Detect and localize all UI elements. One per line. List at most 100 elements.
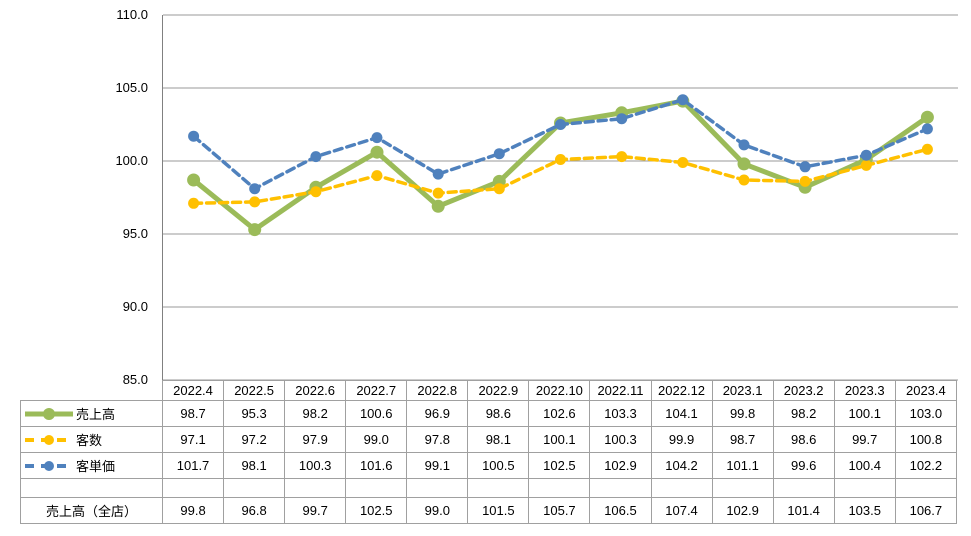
value-cell: 102.5: [345, 497, 408, 524]
value-cell: 99.8: [711, 400, 774, 427]
legend-key-marker: [44, 460, 54, 471]
y-axis-label: 90.0: [122, 299, 148, 314]
value-cell: 102.6: [528, 400, 591, 427]
spacer-cell: [711, 478, 774, 498]
value-cell: 101.6: [345, 452, 408, 479]
value-cell: 107.4: [650, 497, 713, 524]
value-cell: 100.1: [528, 426, 591, 453]
legend-cell-sales: 売上高: [20, 400, 163, 427]
date-header-cell: 2022.7: [345, 380, 408, 401]
value-cell: 98.1: [467, 426, 530, 453]
date-header-cell: 2022.12: [650, 380, 713, 401]
data-point-customers: [432, 187, 444, 199]
series-label: 客数: [76, 433, 103, 448]
data-table-wrap: 2022.4 2022.5 2022.6 2022.7 2022.8 2022.9 2022…: [20, 380, 958, 524]
data-point-unit-price: [921, 123, 933, 135]
value-cell: 103.0: [894, 400, 958, 427]
value-cell: 99.0: [406, 497, 469, 524]
date-header-cell: 2022.8: [406, 380, 469, 401]
date-header-cell: 2023.4: [894, 380, 958, 401]
value-cell: 99.0: [345, 426, 408, 453]
data-point-sales: [187, 173, 201, 187]
data-point-unit-price: [860, 149, 872, 161]
value-cell: 98.2: [284, 400, 347, 427]
value-cell: 99.1: [406, 452, 469, 479]
value-cell: 100.5: [467, 452, 530, 479]
value-cell: 101.7: [161, 452, 225, 479]
date-header-cell: 2022.11: [589, 380, 652, 401]
data-point-unit-price: [188, 130, 200, 142]
value-cell: 104.2: [650, 452, 713, 479]
date-header-cell: 2023.1: [711, 380, 774, 401]
value-cell: 97.9: [284, 426, 347, 453]
y-axis-label: 100.0: [115, 153, 148, 168]
data-point-customers: [493, 183, 505, 195]
date-header-cell: 2022.5: [223, 380, 286, 401]
spacer-cell: [20, 478, 163, 498]
y-axis-label: 110.0: [116, 7, 148, 22]
value-cell: 106.5: [589, 497, 652, 524]
date-header-cell: 2022.6: [284, 380, 347, 401]
data-point-customers: [860, 159, 872, 171]
data-point-customers: [677, 157, 689, 168]
value-cell: 106.7: [894, 497, 958, 524]
value-cell: 99.7: [833, 426, 896, 453]
value-cell: 103.3: [589, 400, 652, 427]
plot-area: [162, 14, 958, 381]
data-point-unit-price: [738, 139, 750, 151]
value-cell: 98.7: [711, 426, 774, 453]
value-cell: 101.1: [711, 452, 774, 479]
value-cell: 100.1: [833, 400, 896, 427]
data-point-unit-price: [799, 161, 811, 173]
data-point-unit-price: [432, 168, 444, 180]
value-cell: 100.6: [345, 400, 408, 427]
value-cell: 98.1: [223, 452, 286, 479]
value-cell: 101.5: [467, 497, 530, 524]
date-header-cell: 2022.10: [528, 380, 591, 401]
value-cell: 99.7: [284, 497, 347, 524]
date-header-cell: 2023.3: [833, 380, 896, 401]
legend-key-unit-price-icon: [25, 460, 73, 471]
data-point-unit-price: [371, 132, 383, 144]
legend-cell-customers: 客数: [20, 426, 163, 453]
value-cell: 100.3: [589, 426, 652, 453]
series-row-unit-price: 客単価 101.7 98.1 100.3 101.6 99.1 100.5 102.5 102.…: [20, 452, 958, 479]
legend-key-marker: [44, 434, 54, 445]
value-cell: 103.5: [833, 497, 896, 524]
legend-key-sales-icon: [25, 407, 73, 420]
value-cell: 96.9: [406, 400, 469, 427]
date-header-cell: 2023.2: [772, 380, 835, 401]
value-cell: 102.9: [711, 497, 774, 524]
spacer-cell: [894, 478, 958, 498]
total-row-sales-all-stores: 売上高（全店） 99.8 96.8 99.7 102.5 99.0 101.5 105.7 10…: [20, 497, 958, 524]
data-point-customers: [371, 170, 383, 182]
value-cell: 102.9: [589, 452, 652, 479]
value-cell: 98.6: [772, 426, 835, 453]
value-cell: 102.2: [894, 452, 958, 479]
value-cell: 100.8: [894, 426, 958, 453]
spacer-row: [20, 478, 958, 498]
value-cell: 105.7: [528, 497, 591, 524]
value-cell: 98.2: [772, 400, 835, 427]
data-point-sales: [737, 157, 751, 171]
data-point-unit-price: [555, 119, 566, 130]
data-point-sales: [431, 199, 445, 213]
spacer-cell: [345, 478, 408, 498]
data-point-customers: [310, 186, 322, 198]
legend-column-spacer: [21, 381, 163, 401]
table-header-row: 2022.4 2022.5 2022.6 2022.7 2022.8 2022.9 2022…: [21, 380, 958, 401]
value-cell: 96.8: [223, 497, 286, 524]
value-cell: 100.3: [284, 452, 347, 479]
data-point-customers: [249, 196, 261, 208]
legend-key-customers-icon: [25, 434, 73, 445]
value-cell: 100.4: [833, 452, 896, 479]
data-point-customers: [921, 143, 933, 155]
legend-entry-sales: 売上高: [22, 404, 162, 423]
data-point-customers: [799, 175, 811, 187]
value-cell: 99.6: [772, 452, 835, 479]
spacer-cell: [528, 478, 591, 498]
y-axis-label: 85.0: [122, 372, 148, 387]
date-header-cell: 2022.9: [467, 380, 530, 401]
data-point-customers: [188, 197, 200, 209]
